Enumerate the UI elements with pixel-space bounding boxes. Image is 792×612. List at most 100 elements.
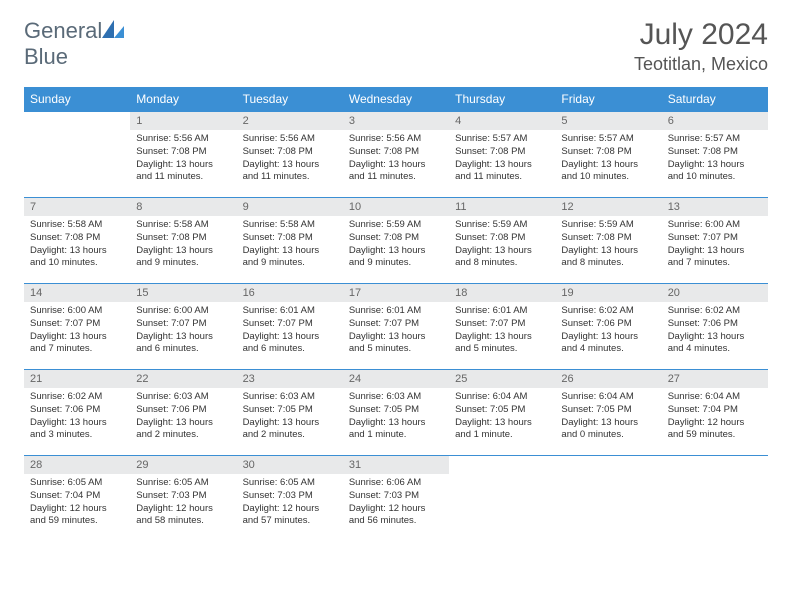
calendar-day-cell: 7Sunrise: 5:58 AMSunset: 7:08 PMDaylight… xyxy=(24,198,130,284)
day-number: 15 xyxy=(130,284,236,302)
calendar-day-cell: 22Sunrise: 6:03 AMSunset: 7:06 PMDayligh… xyxy=(130,370,236,456)
calendar-day-cell: 24Sunrise: 6:03 AMSunset: 7:05 PMDayligh… xyxy=(343,370,449,456)
calendar-day-cell: 1Sunrise: 5:56 AMSunset: 7:08 PMDaylight… xyxy=(130,112,236,198)
day-details: Sunrise: 5:59 AMSunset: 7:08 PMDaylight:… xyxy=(555,216,661,274)
calendar-day-cell: 3Sunrise: 5:56 AMSunset: 7:08 PMDaylight… xyxy=(343,112,449,198)
day-details: Sunrise: 6:05 AMSunset: 7:03 PMDaylight:… xyxy=(237,474,343,532)
calendar-day-cell: 18Sunrise: 6:01 AMSunset: 7:07 PMDayligh… xyxy=(449,284,555,370)
day-number: 18 xyxy=(449,284,555,302)
calendar-body: 1Sunrise: 5:56 AMSunset: 7:08 PMDaylight… xyxy=(24,112,768,542)
logo-text: General Blue xyxy=(24,18,124,70)
day-number: 17 xyxy=(343,284,449,302)
day-details: Sunrise: 5:56 AMSunset: 7:08 PMDaylight:… xyxy=(343,130,449,188)
day-details: Sunrise: 6:03 AMSunset: 7:05 PMDaylight:… xyxy=(343,388,449,446)
calendar-week-row: 21Sunrise: 6:02 AMSunset: 7:06 PMDayligh… xyxy=(24,370,768,456)
day-number: 9 xyxy=(237,198,343,216)
calendar-day-cell xyxy=(24,112,130,198)
weekday-header: Monday xyxy=(130,87,236,112)
day-details: Sunrise: 5:56 AMSunset: 7:08 PMDaylight:… xyxy=(130,130,236,188)
day-number: 29 xyxy=(130,456,236,474)
day-number: 20 xyxy=(662,284,768,302)
calendar-day-cell xyxy=(662,456,768,542)
calendar-day-cell: 26Sunrise: 6:04 AMSunset: 7:05 PMDayligh… xyxy=(555,370,661,456)
calendar-day-cell: 17Sunrise: 6:01 AMSunset: 7:07 PMDayligh… xyxy=(343,284,449,370)
day-details: Sunrise: 6:06 AMSunset: 7:03 PMDaylight:… xyxy=(343,474,449,532)
calendar-day-cell: 21Sunrise: 6:02 AMSunset: 7:06 PMDayligh… xyxy=(24,370,130,456)
calendar-week-row: 7Sunrise: 5:58 AMSunset: 7:08 PMDaylight… xyxy=(24,198,768,284)
calendar-week-row: 28Sunrise: 6:05 AMSunset: 7:04 PMDayligh… xyxy=(24,456,768,542)
day-details: Sunrise: 6:00 AMSunset: 7:07 PMDaylight:… xyxy=(24,302,130,360)
day-details: Sunrise: 5:57 AMSunset: 7:08 PMDaylight:… xyxy=(662,130,768,188)
calendar-day-cell: 12Sunrise: 5:59 AMSunset: 7:08 PMDayligh… xyxy=(555,198,661,284)
day-details: Sunrise: 6:00 AMSunset: 7:07 PMDaylight:… xyxy=(662,216,768,274)
day-number: 25 xyxy=(449,370,555,388)
calendar-day-cell: 15Sunrise: 6:00 AMSunset: 7:07 PMDayligh… xyxy=(130,284,236,370)
calendar-day-cell: 6Sunrise: 5:57 AMSunset: 7:08 PMDaylight… xyxy=(662,112,768,198)
day-number: 7 xyxy=(24,198,130,216)
day-details: Sunrise: 6:05 AMSunset: 7:04 PMDaylight:… xyxy=(24,474,130,532)
calendar-table: SundayMondayTuesdayWednesdayThursdayFrid… xyxy=(24,87,768,542)
day-details: Sunrise: 6:01 AMSunset: 7:07 PMDaylight:… xyxy=(343,302,449,360)
calendar-day-cell: 14Sunrise: 6:00 AMSunset: 7:07 PMDayligh… xyxy=(24,284,130,370)
day-number: 23 xyxy=(237,370,343,388)
day-number: 5 xyxy=(555,112,661,130)
day-number: 24 xyxy=(343,370,449,388)
day-number: 1 xyxy=(130,112,236,130)
day-details: Sunrise: 5:57 AMSunset: 7:08 PMDaylight:… xyxy=(449,130,555,188)
calendar-day-cell: 28Sunrise: 6:05 AMSunset: 7:04 PMDayligh… xyxy=(24,456,130,542)
day-details: Sunrise: 5:58 AMSunset: 7:08 PMDaylight:… xyxy=(24,216,130,274)
calendar-day-cell: 13Sunrise: 6:00 AMSunset: 7:07 PMDayligh… xyxy=(662,198,768,284)
calendar-day-cell: 11Sunrise: 5:59 AMSunset: 7:08 PMDayligh… xyxy=(449,198,555,284)
day-details: Sunrise: 6:04 AMSunset: 7:05 PMDaylight:… xyxy=(555,388,661,446)
calendar-day-cell: 16Sunrise: 6:01 AMSunset: 7:07 PMDayligh… xyxy=(237,284,343,370)
day-number: 30 xyxy=(237,456,343,474)
calendar-day-cell: 27Sunrise: 6:04 AMSunset: 7:04 PMDayligh… xyxy=(662,370,768,456)
calendar-day-cell: 29Sunrise: 6:05 AMSunset: 7:03 PMDayligh… xyxy=(130,456,236,542)
day-number: 21 xyxy=(24,370,130,388)
day-details: Sunrise: 6:04 AMSunset: 7:05 PMDaylight:… xyxy=(449,388,555,446)
calendar-day-cell xyxy=(449,456,555,542)
day-details: Sunrise: 6:02 AMSunset: 7:06 PMDaylight:… xyxy=(555,302,661,360)
day-details: Sunrise: 6:03 AMSunset: 7:05 PMDaylight:… xyxy=(237,388,343,446)
calendar-day-cell: 9Sunrise: 5:58 AMSunset: 7:08 PMDaylight… xyxy=(237,198,343,284)
day-number: 12 xyxy=(555,198,661,216)
weekday-header: Friday xyxy=(555,87,661,112)
calendar-day-cell: 31Sunrise: 6:06 AMSunset: 7:03 PMDayligh… xyxy=(343,456,449,542)
title-block: July 2024 Teotitlan, Mexico xyxy=(634,18,768,75)
weekday-header: Tuesday xyxy=(237,87,343,112)
day-details: Sunrise: 5:58 AMSunset: 7:08 PMDaylight:… xyxy=(130,216,236,274)
weekday-header: Thursday xyxy=(449,87,555,112)
month-title: July 2024 xyxy=(634,18,768,52)
day-number: 13 xyxy=(662,198,768,216)
day-details: Sunrise: 6:05 AMSunset: 7:03 PMDaylight:… xyxy=(130,474,236,532)
day-number: 2 xyxy=(237,112,343,130)
day-number: 11 xyxy=(449,198,555,216)
day-details: Sunrise: 6:03 AMSunset: 7:06 PMDaylight:… xyxy=(130,388,236,446)
calendar-day-cell: 4Sunrise: 5:57 AMSunset: 7:08 PMDaylight… xyxy=(449,112,555,198)
calendar-day-cell: 8Sunrise: 5:58 AMSunset: 7:08 PMDaylight… xyxy=(130,198,236,284)
day-number: 14 xyxy=(24,284,130,302)
day-number: 3 xyxy=(343,112,449,130)
day-details: Sunrise: 5:59 AMSunset: 7:08 PMDaylight:… xyxy=(343,216,449,274)
calendar-day-cell xyxy=(555,456,661,542)
day-number: 19 xyxy=(555,284,661,302)
day-number: 16 xyxy=(237,284,343,302)
logo: General Blue xyxy=(24,18,124,70)
day-details: Sunrise: 5:57 AMSunset: 7:08 PMDaylight:… xyxy=(555,130,661,188)
logo-text-general: General xyxy=(24,18,102,43)
day-number: 31 xyxy=(343,456,449,474)
day-details: Sunrise: 5:59 AMSunset: 7:08 PMDaylight:… xyxy=(449,216,555,274)
calendar-day-cell: 23Sunrise: 6:03 AMSunset: 7:05 PMDayligh… xyxy=(237,370,343,456)
day-number: 26 xyxy=(555,370,661,388)
calendar-day-cell: 2Sunrise: 5:56 AMSunset: 7:08 PMDaylight… xyxy=(237,112,343,198)
weekday-header: Wednesday xyxy=(343,87,449,112)
day-details: Sunrise: 5:58 AMSunset: 7:08 PMDaylight:… xyxy=(237,216,343,274)
day-details: Sunrise: 6:01 AMSunset: 7:07 PMDaylight:… xyxy=(237,302,343,360)
weekday-header-row: SundayMondayTuesdayWednesdayThursdayFrid… xyxy=(24,87,768,112)
logo-text-blue: Blue xyxy=(24,44,68,69)
day-details: Sunrise: 6:01 AMSunset: 7:07 PMDaylight:… xyxy=(449,302,555,360)
day-number: 22 xyxy=(130,370,236,388)
day-number: 4 xyxy=(449,112,555,130)
calendar-day-cell: 30Sunrise: 6:05 AMSunset: 7:03 PMDayligh… xyxy=(237,456,343,542)
day-number: 10 xyxy=(343,198,449,216)
